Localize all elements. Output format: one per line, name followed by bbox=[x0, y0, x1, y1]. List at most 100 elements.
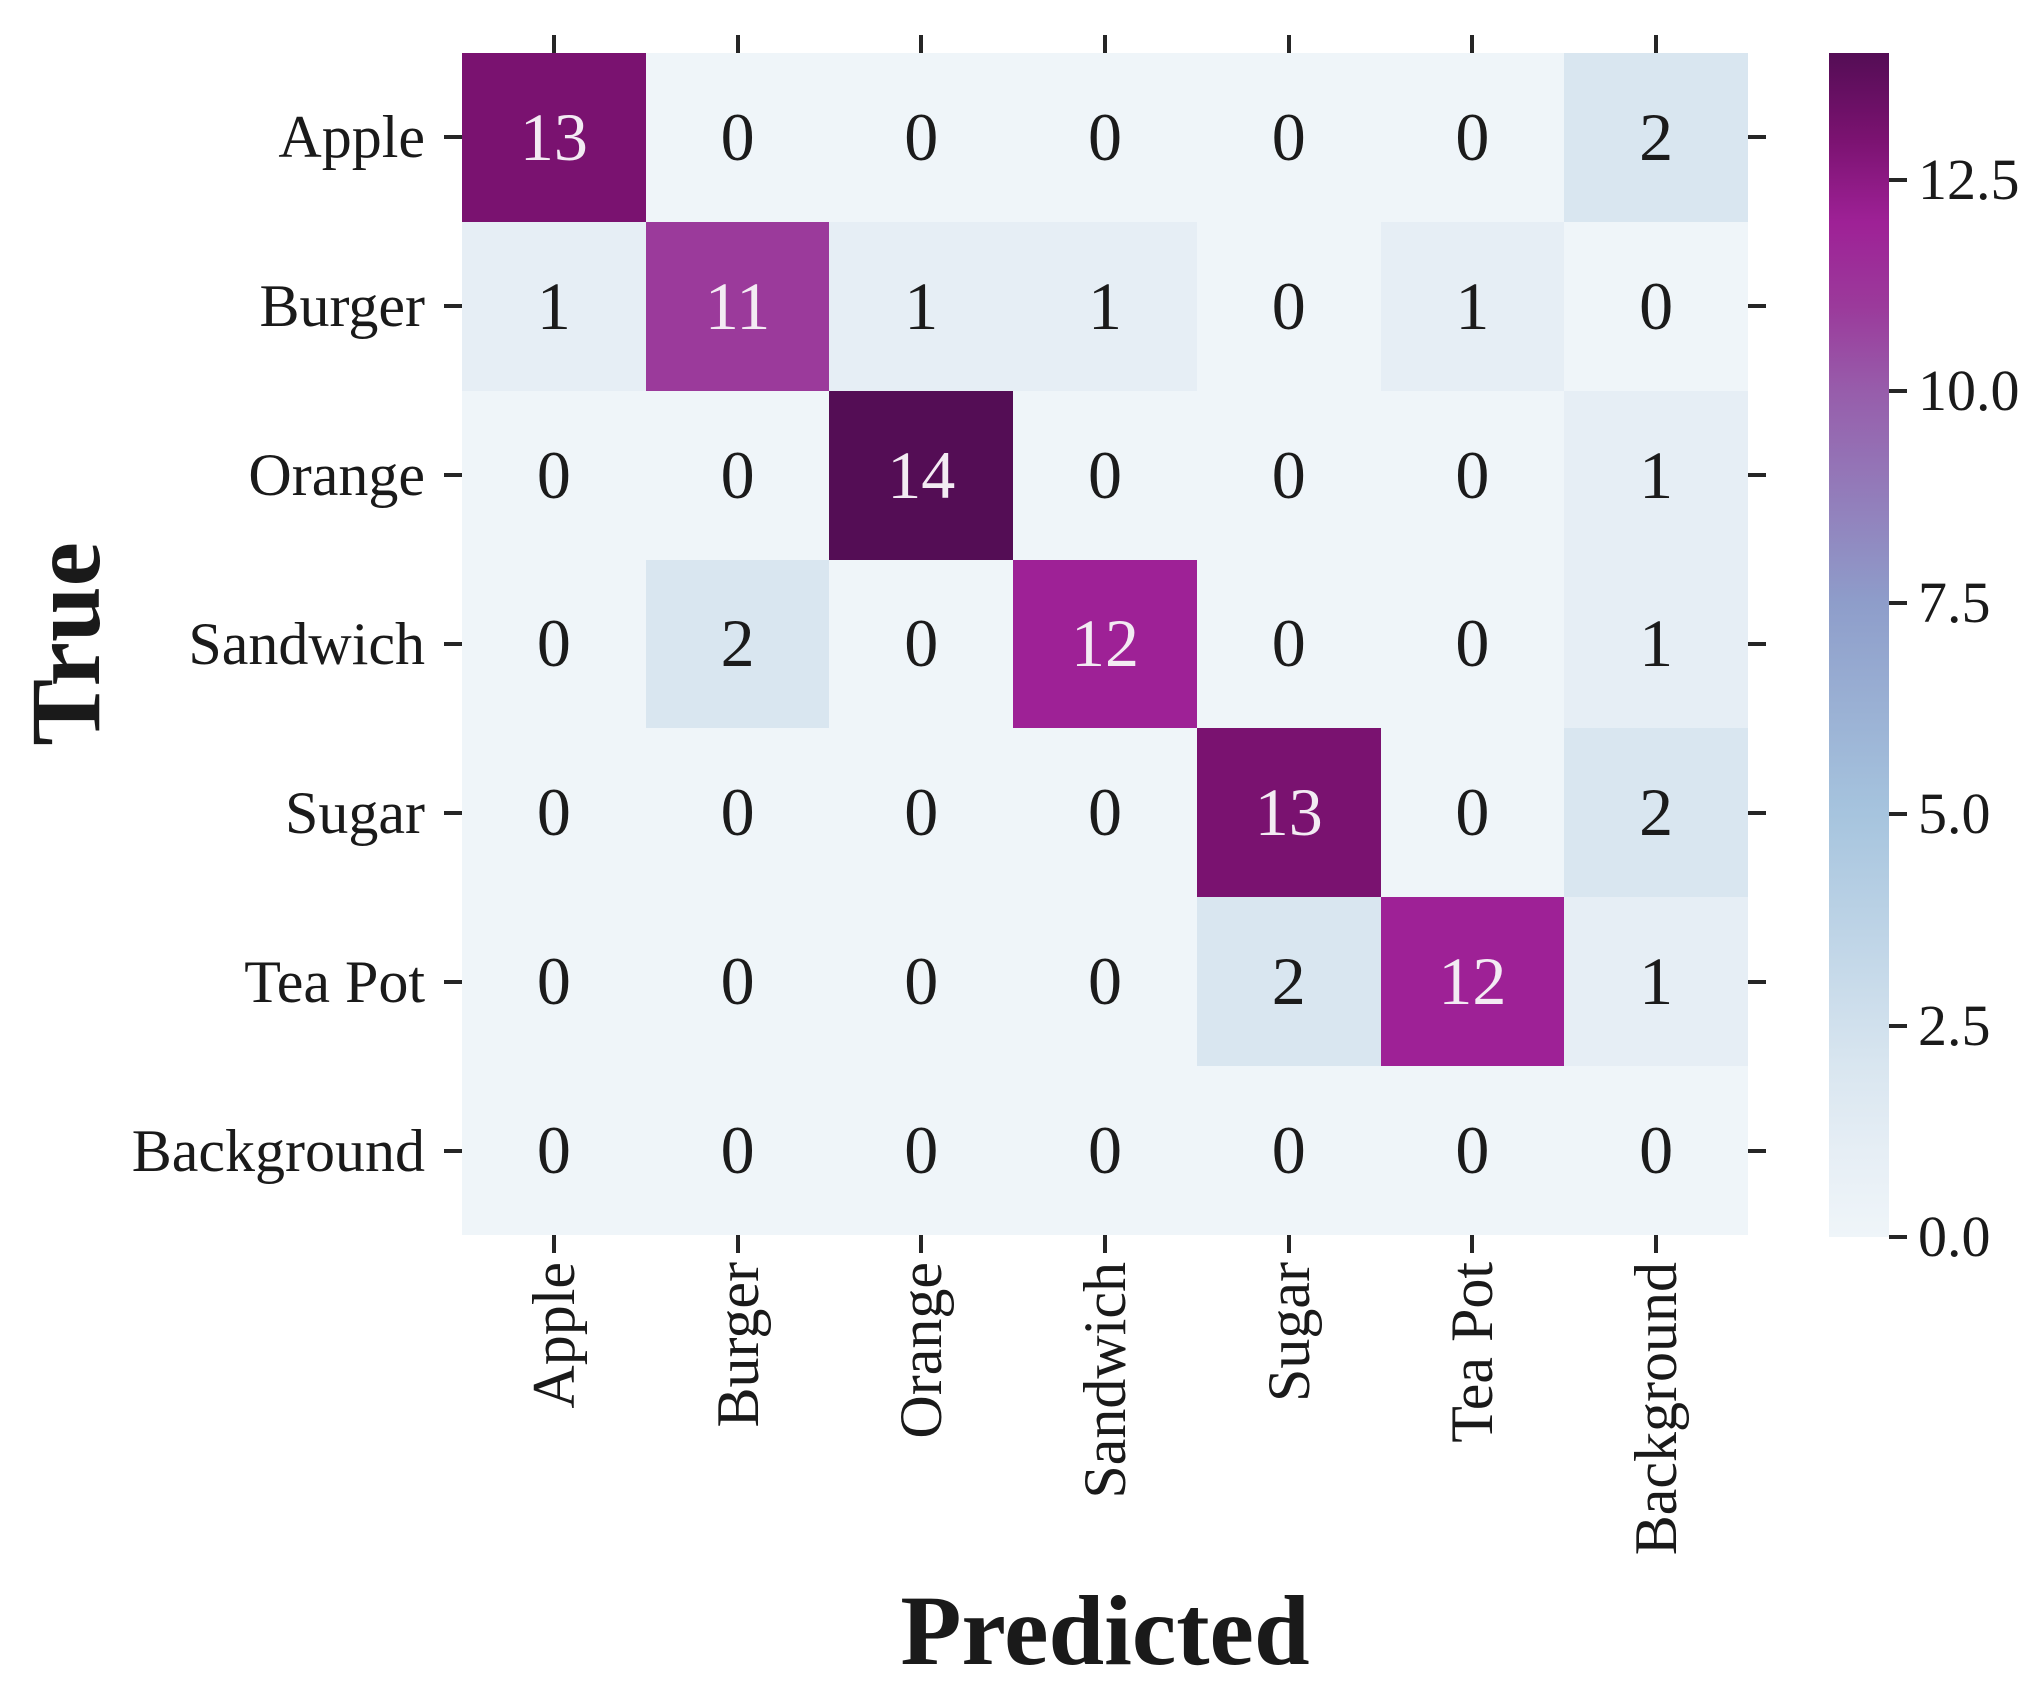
heatmap-cell: 0 bbox=[645, 390, 830, 560]
x-axis-title: Predicted bbox=[900, 1575, 1310, 1686]
tick-mark bbox=[1103, 35, 1107, 53]
heatmap-cell-value: 0 bbox=[720, 1112, 755, 1189]
heatmap-cell: 1 bbox=[1564, 897, 1748, 1067]
heatmap-cell: 0 bbox=[1196, 390, 1381, 560]
heatmap-cell: 0 bbox=[462, 559, 646, 729]
y-tick-label: Background bbox=[131, 1117, 425, 1184]
heatmap-cell: 1 bbox=[829, 221, 1014, 391]
heatmap-cell-value: 0 bbox=[720, 774, 755, 851]
tick-mark bbox=[444, 979, 462, 984]
x-tick-label: Sandwich bbox=[1068, 1262, 1142, 1602]
tick-mark bbox=[735, 1235, 740, 1253]
x-tick-label: Orange bbox=[884, 1262, 958, 1602]
heatmap-cell-value: 0 bbox=[536, 943, 571, 1020]
heatmap-cell-value: 0 bbox=[1271, 605, 1306, 682]
heatmap-cell-value: 0 bbox=[536, 605, 571, 682]
heatmap-cell: 0 bbox=[1013, 1066, 1197, 1235]
heatmap-cell: 1 bbox=[1380, 221, 1565, 391]
heatmap-cell: 0 bbox=[829, 1066, 1014, 1235]
heatmap-cell: 0 bbox=[1380, 1066, 1565, 1235]
heatmap-cell-value: 0 bbox=[904, 943, 939, 1020]
colorbar-tick-mark bbox=[1889, 1023, 1907, 1028]
heatmap-cell-value: 1 bbox=[1639, 605, 1674, 682]
tick-mark bbox=[444, 1148, 462, 1153]
heatmap-cell-value: 0 bbox=[1639, 1112, 1674, 1189]
tick-mark bbox=[1748, 810, 1766, 815]
tick-mark bbox=[1748, 135, 1766, 140]
x-tick-label: Burger bbox=[701, 1262, 775, 1602]
heatmap-cell: 1 bbox=[1564, 559, 1748, 729]
heatmap-cell: 0 bbox=[1380, 390, 1565, 560]
heatmap-cell: 14 bbox=[829, 390, 1014, 560]
colorbar-tick-label: 2.5 bbox=[1918, 992, 1991, 1058]
heatmap-cell-value: 12 bbox=[1438, 943, 1507, 1020]
heatmap-cell-value: 0 bbox=[1271, 267, 1306, 344]
tick-mark bbox=[1654, 1235, 1659, 1253]
colorbar-tick-label: 12.5 bbox=[1918, 146, 2020, 212]
heatmap-cell: 0 bbox=[1196, 559, 1381, 729]
heatmap-cell-value: 1 bbox=[536, 267, 571, 344]
heatmap-cell: 0 bbox=[1013, 53, 1197, 222]
x-tick-label: Tea Pot bbox=[1435, 1262, 1509, 1602]
heatmap-cell: 1 bbox=[462, 221, 646, 391]
heatmap-cell: 1 bbox=[1564, 390, 1748, 560]
tick-mark bbox=[444, 810, 462, 815]
tick-mark bbox=[735, 35, 740, 53]
colorbar-tick-mark bbox=[1889, 812, 1907, 817]
heatmap-cell: 0 bbox=[462, 897, 646, 1067]
x-tick-label-text: Burger bbox=[704, 1262, 771, 1428]
x-tick-label-text: Sugar bbox=[1255, 1262, 1322, 1402]
tick-mark bbox=[551, 1235, 556, 1253]
y-tick-label: Apple bbox=[278, 104, 425, 171]
heatmap-cell: 12 bbox=[1380, 897, 1565, 1067]
tick-mark bbox=[444, 642, 462, 646]
heatmap-cell-value: 0 bbox=[536, 436, 571, 513]
heatmap-cell-value: 0 bbox=[1639, 267, 1674, 344]
y-tick-label: Sandwich bbox=[188, 611, 425, 677]
heatmap-cell-value: 0 bbox=[1455, 605, 1490, 682]
heatmap-cell: 0 bbox=[645, 53, 830, 222]
heatmap-cell-value: 0 bbox=[1455, 774, 1490, 851]
y-tick-label: Sugar bbox=[285, 779, 425, 846]
heatmap-cell-value: 0 bbox=[1455, 436, 1490, 513]
tick-mark bbox=[919, 35, 924, 53]
x-tick-label: Sugar bbox=[1252, 1262, 1326, 1602]
x-tick-label-text: Background bbox=[1623, 1262, 1690, 1556]
heatmap-cell-value: 2 bbox=[1271, 943, 1306, 1020]
heatmap-cell: 11 bbox=[645, 221, 830, 391]
heatmap-cell-value: 1 bbox=[1087, 267, 1122, 344]
heatmap-cell-value: 1 bbox=[1639, 943, 1674, 1020]
heatmap-cell-value: 0 bbox=[1087, 98, 1122, 175]
heatmap-cell: 1 bbox=[1013, 221, 1197, 391]
tick-mark bbox=[1748, 304, 1766, 309]
heatmap-cell: 0 bbox=[1380, 53, 1565, 222]
heatmap-cell: 2 bbox=[1196, 897, 1381, 1067]
heatmap-cell-value: 0 bbox=[1271, 1112, 1306, 1189]
heatmap-cell: 0 bbox=[645, 1066, 830, 1235]
tick-mark bbox=[1470, 1235, 1475, 1253]
x-tick-label-text: Apple bbox=[520, 1262, 587, 1409]
heatmap-cell: 0 bbox=[1196, 1066, 1381, 1235]
heatmap-cell-value: 13 bbox=[1254, 774, 1323, 851]
heatmap-cell-value: 11 bbox=[704, 267, 771, 344]
heatmap-cell: 0 bbox=[645, 897, 830, 1067]
colorbar-tick-label: 0.0 bbox=[1918, 1204, 1991, 1269]
heatmap-cell: 0 bbox=[1196, 221, 1381, 391]
heatmap-cell: 2 bbox=[1564, 53, 1748, 222]
heatmap-cell-value: 0 bbox=[1087, 943, 1122, 1020]
tick-mark bbox=[919, 1235, 924, 1253]
heatmap-cell: 0 bbox=[829, 559, 1014, 729]
heatmap-cell-value: 0 bbox=[904, 98, 939, 175]
colorbar-tick-mark bbox=[1889, 600, 1907, 605]
heatmap-cell-value: 0 bbox=[904, 1112, 939, 1189]
tick-mark bbox=[1748, 1148, 1766, 1153]
heatmap-cell-value: 0 bbox=[904, 605, 939, 682]
heatmap-cell: 0 bbox=[1013, 390, 1197, 560]
heatmap-grid: 13 0 0 0 0 0 2 1 11 1 1 0 1 0 0 0 14 0 0 0 1 0 2 0 12 0 0 1 0 0 0 0 13 0 2… bbox=[462, 53, 1748, 1235]
colorbar-tick-mark bbox=[1889, 1235, 1907, 1239]
heatmap-cell-value: 0 bbox=[720, 436, 755, 513]
colorbar-tick-mark bbox=[1889, 389, 1907, 394]
heatmap-cell: 0 bbox=[1196, 53, 1381, 222]
heatmap-cell-value: 2 bbox=[720, 605, 755, 682]
heatmap-cell: 12 bbox=[1013, 559, 1197, 729]
